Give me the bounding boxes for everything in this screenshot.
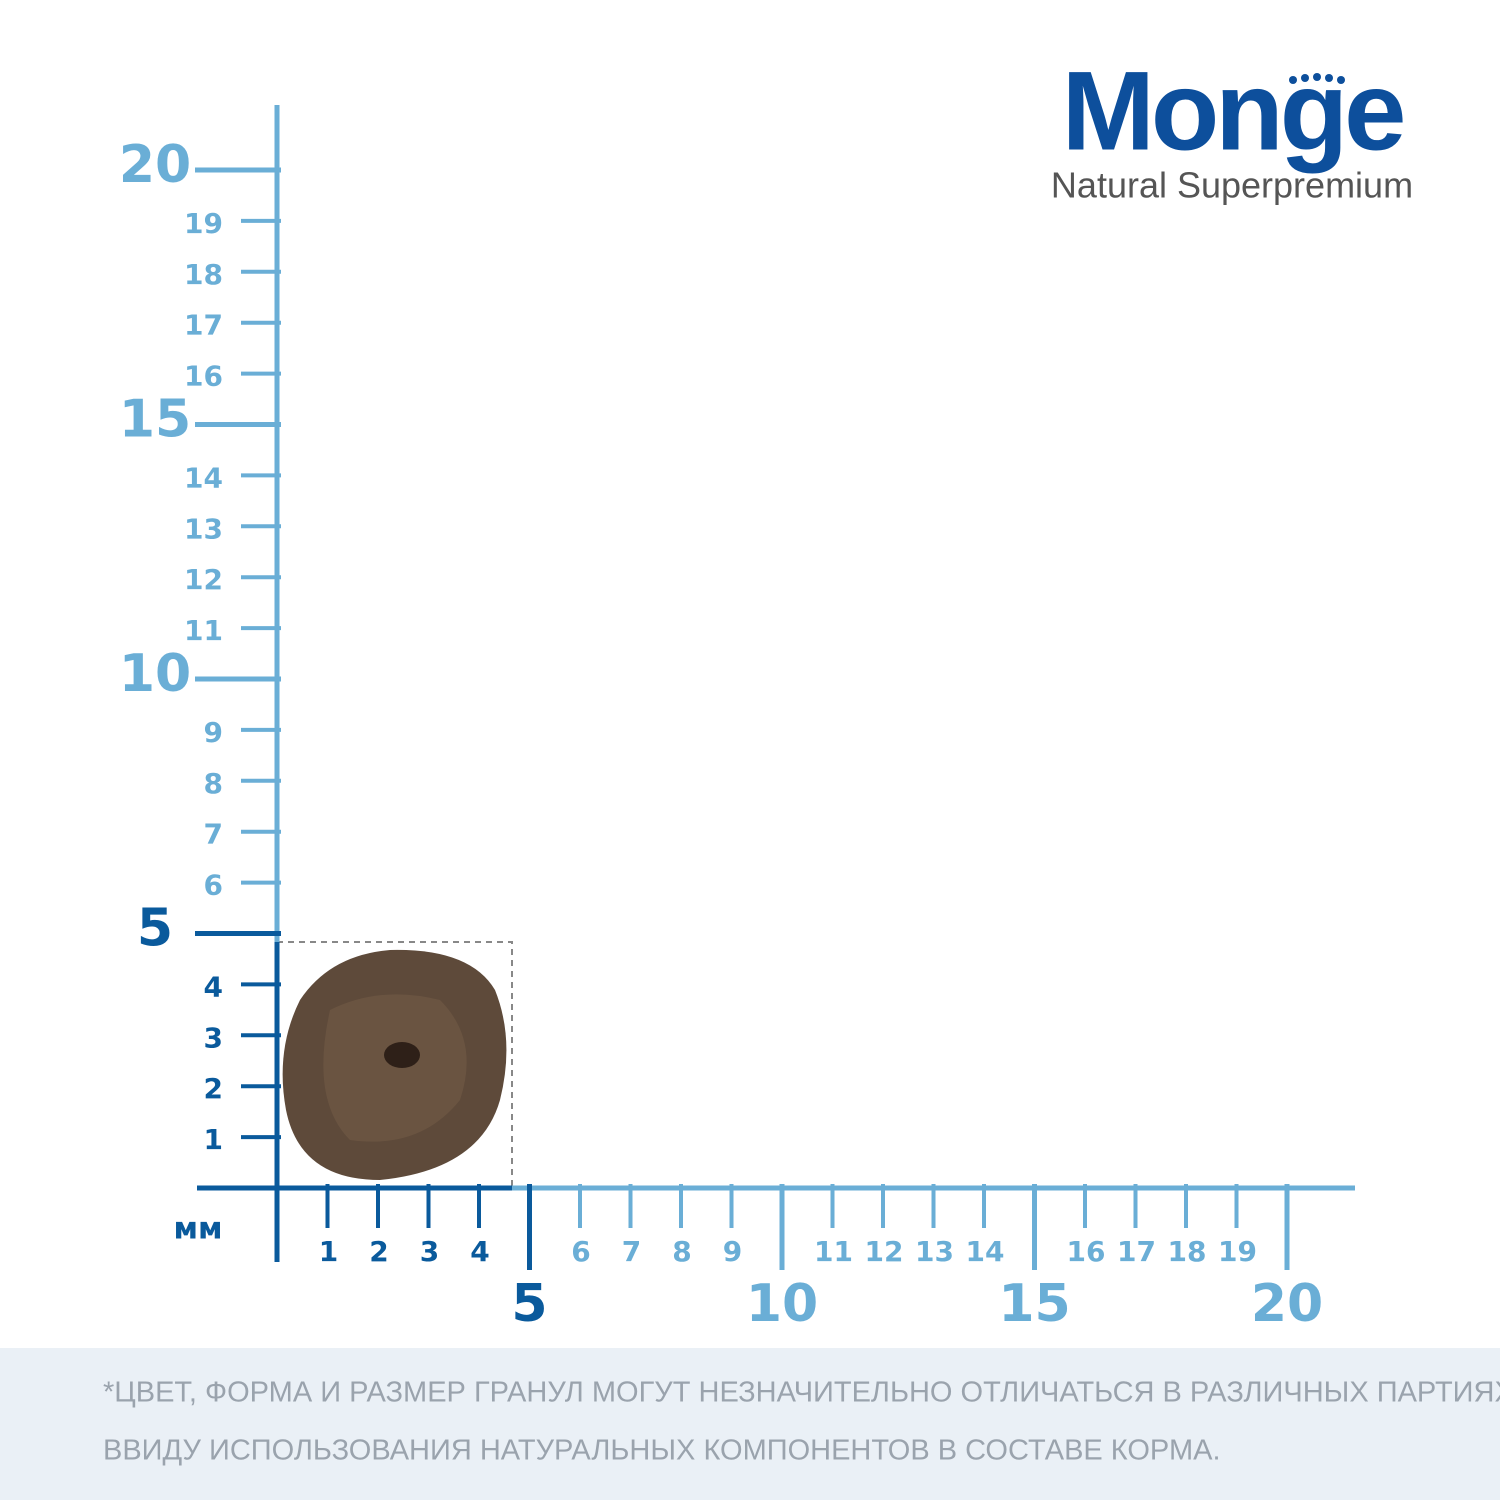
x-tick-label: 17 xyxy=(1117,1235,1156,1268)
x-tick-label: 5 xyxy=(511,1274,547,1334)
y-tick-label: 9 xyxy=(204,716,223,749)
x-tick-label: 6 xyxy=(571,1235,590,1268)
logo-stars xyxy=(1289,73,1345,84)
y-tick-label: 5 xyxy=(137,899,173,959)
disclaimer-line: *ЦВЕТ, ФОРМА И РАЗМЕР ГРАНУЛ МОГУТ НЕЗНА… xyxy=(103,1377,1500,1409)
x-tick-label: 20 xyxy=(1251,1274,1323,1334)
x-tick-label: 14 xyxy=(966,1235,1005,1268)
disclaimer-line: ВВИДУ ИСПОЛЬЗОВАНИЯ НАТУРАЛЬНЫХ КОМПОНЕН… xyxy=(103,1435,1221,1467)
x-tick-label: 19 xyxy=(1218,1235,1257,1268)
unit-label: мм xyxy=(173,1212,222,1247)
x-tick-label: 15 xyxy=(998,1274,1070,1334)
y-tick-label: 3 xyxy=(204,1021,223,1054)
x-tick-label: 18 xyxy=(1168,1235,1207,1268)
x-tick-label: 7 xyxy=(622,1235,641,1268)
y-tick-label: 4 xyxy=(204,970,223,1003)
logo-brand: Monge xyxy=(1062,49,1404,174)
logo-tagline: Natural Superpremium xyxy=(1051,165,1413,206)
x-tick-label: 2 xyxy=(369,1235,388,1268)
y-tick-label: 2 xyxy=(204,1072,223,1105)
y-tick-label: 10 xyxy=(119,644,191,704)
kibble-hole xyxy=(384,1042,420,1068)
y-tick-label: 19 xyxy=(184,207,223,240)
y-tick-label: 8 xyxy=(204,767,223,800)
y-tick-label: 14 xyxy=(184,461,223,494)
x-tick-label: 16 xyxy=(1067,1235,1106,1268)
y-tick-label: 13 xyxy=(184,512,223,545)
y-tick-label: 16 xyxy=(184,360,223,393)
x-tick-label: 13 xyxy=(915,1235,954,1268)
y-tick-label: 18 xyxy=(184,258,223,291)
y-tick-label: 12 xyxy=(184,563,223,596)
y-tick-label: 15 xyxy=(119,390,191,450)
y-tick-label: 20 xyxy=(119,135,191,195)
footer-band xyxy=(0,1348,1500,1500)
x-tick-label: 1 xyxy=(319,1235,338,1268)
y-tick-label: 11 xyxy=(184,614,223,647)
y-tick-label: 7 xyxy=(204,818,223,851)
kibble-texture xyxy=(323,994,467,1142)
x-tick-label: 8 xyxy=(672,1235,691,1268)
x-tick-label: 10 xyxy=(746,1274,818,1334)
y-tick-label: 6 xyxy=(204,869,223,902)
x-tick-label: 4 xyxy=(470,1235,489,1268)
x-tick-label: 3 xyxy=(420,1235,439,1268)
x-tick-label: 9 xyxy=(723,1235,742,1268)
y-tick-label: 1 xyxy=(204,1123,223,1156)
x-tick-label: 12 xyxy=(865,1235,904,1268)
x-tick-label: 11 xyxy=(814,1235,853,1268)
y-tick-label: 17 xyxy=(184,309,223,342)
